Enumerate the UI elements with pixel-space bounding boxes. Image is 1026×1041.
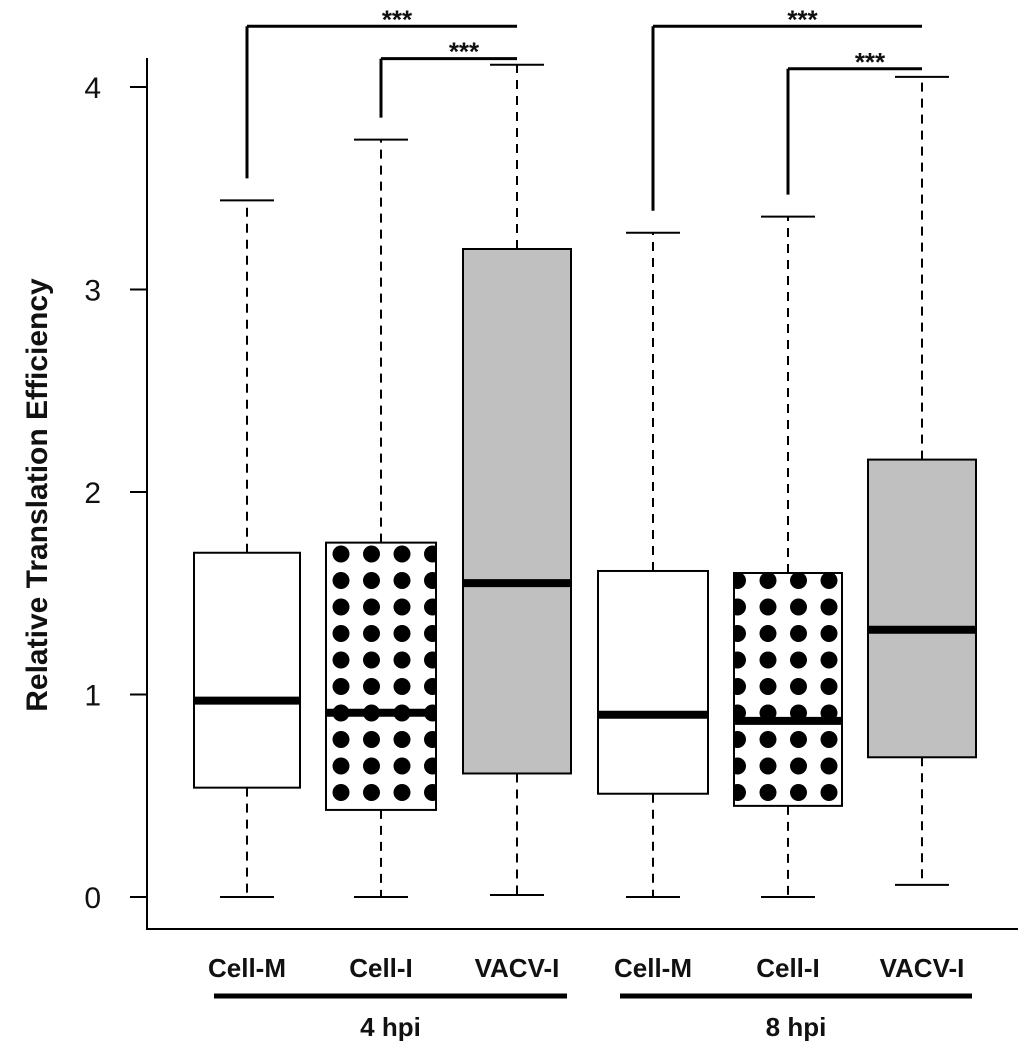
significance-label: *** [382,4,413,34]
box-cell-m-4hpi [193,199,301,898]
x-category-label: VACV-I [880,953,965,983]
x-category-label: Cell-M [208,953,286,983]
y-tick-label: 2 [84,477,101,510]
axes: 0 1 2 3 4 [84,58,1018,930]
group-label: 4 hpi [360,1012,421,1041]
x-category-label: Cell-M [614,953,692,983]
box-iqr [325,541,437,811]
significance-label: *** [787,4,818,34]
y-tick-label: 4 [84,72,101,105]
significance-bracket: *** [245,4,517,179]
boxes [193,63,977,898]
significance-brackets: *** *** *** *** [245,4,922,211]
box-cell-i-4hpi [325,138,437,898]
significance-label: *** [855,47,886,77]
box-iqr [733,572,843,807]
significance-label: *** [449,37,480,67]
x-axis-labels: Cell-M Cell-I VACV-I Cell-M Cell-I VACV-I 4 hp… [208,953,972,1041]
box-iqr [462,248,572,775]
y-axis-label: Relative Translation Efficiency [21,278,54,712]
box-cell-i-8hpi [733,215,843,898]
box-iqr [867,458,977,759]
box-vacv-i-4hpi [462,63,572,896]
x-category-label: Cell-I [349,953,413,983]
box-vacv-i-8hpi [867,75,977,886]
box-iqr [193,551,301,789]
box-cell-m-8hpi [597,231,709,898]
y-tick-label: 3 [84,275,101,308]
significance-bracket: *** [379,37,517,118]
y-tick-label: 0 [84,882,101,915]
significance-bracket: *** [651,4,922,211]
box-iqr [597,569,709,795]
x-category-label: Cell-I [756,953,820,983]
y-tick-label: 1 [84,680,101,713]
significance-bracket: *** [786,47,922,195]
x-category-label: VACV-I [475,953,560,983]
group-label: 8 hpi [766,1012,827,1041]
